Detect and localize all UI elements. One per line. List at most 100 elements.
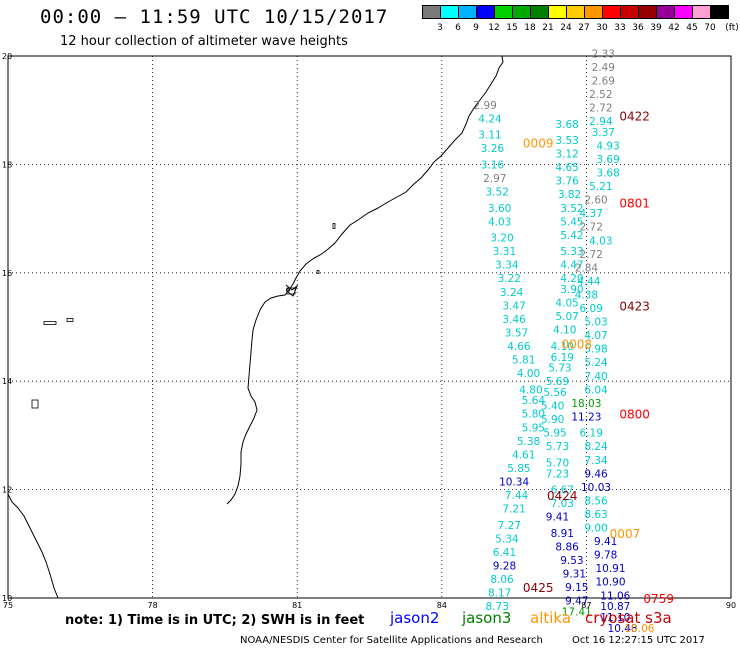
wave-height-label: 2.72 bbox=[589, 102, 612, 114]
wave-height-label: 9.47 bbox=[565, 596, 588, 608]
wave-height-label: 3.11 bbox=[478, 130, 501, 142]
credit-line: NOAA/NESDIS Center for Satellite Applica… bbox=[240, 635, 543, 646]
wave-height-label: 10.06 bbox=[624, 623, 654, 635]
wave-height-label: 10.34 bbox=[499, 476, 529, 488]
wave-height-label: 2.49 bbox=[592, 62, 615, 74]
wave-height-label: 5.45 bbox=[560, 216, 583, 228]
wave-height-label: 3.53 bbox=[555, 135, 578, 147]
island-outline bbox=[43, 321, 57, 325]
colorbar-tick-label: 24 bbox=[560, 23, 572, 33]
wave-height-label: 3.52 bbox=[486, 187, 509, 199]
wave-height-label: 7.40 bbox=[584, 371, 607, 383]
colorbar-tick-label: 36 bbox=[632, 23, 644, 33]
wave-height-label: 6.04 bbox=[584, 384, 608, 396]
wave-height-label: 3.46 bbox=[502, 314, 526, 326]
wave-height-label: 4.03 bbox=[589, 235, 612, 247]
wave-height-label: 3.57 bbox=[505, 327, 528, 339]
colorbar-tick-label: 3 bbox=[437, 23, 443, 33]
colorbar-tick-label: 30 bbox=[596, 23, 608, 33]
wave-height-label: 7.03 bbox=[551, 498, 574, 510]
wave-height-label: 8.63 bbox=[584, 509, 607, 521]
wave-height-label: 5.33 bbox=[560, 246, 583, 258]
wave-height-label: 3.68 bbox=[596, 168, 619, 180]
wave-height-label: 4.65 bbox=[555, 162, 578, 174]
footer-note: note: 1) Time is in UTC; 2) SWH is in fe… bbox=[65, 613, 365, 628]
map-grid bbox=[7, 55, 732, 599]
pass-labels: 0422 0009 0801 0423 0008 0800 0424 0007 0425 0759 bbox=[523, 110, 674, 606]
wave-height-label: 2.69 bbox=[592, 75, 615, 87]
island-outline bbox=[316, 270, 320, 274]
wave-height-label: 4.80 bbox=[519, 384, 542, 396]
wave-height-label: 5.64 bbox=[522, 395, 546, 407]
colorbar-tick-label: 42 bbox=[668, 23, 680, 33]
wave-height-label: 5.85 bbox=[507, 463, 530, 475]
lon-tick-label: 84 bbox=[437, 601, 447, 610]
wave-height-label: 9.41 bbox=[594, 536, 617, 548]
wave-height-label: 8.73 bbox=[486, 601, 509, 613]
wave-height-label: 17.41 bbox=[562, 607, 592, 619]
coastline-mainland bbox=[226, 55, 504, 505]
wave-height-label: 9.28 bbox=[493, 560, 516, 572]
colorbar-tick-label: 21 bbox=[542, 23, 554, 33]
colorbar-swatch bbox=[710, 5, 729, 19]
colorbar-tick-label: 70 bbox=[704, 23, 716, 33]
wave-height-label: 3.60 bbox=[488, 203, 511, 215]
wave-height-label: 3.16 bbox=[481, 159, 505, 171]
lat-tick-label: 14 bbox=[2, 377, 12, 386]
wave-height-label: 7.21 bbox=[502, 504, 525, 516]
wave-height-label: 8.17 bbox=[488, 588, 511, 600]
wave-height-label: 5.38 bbox=[517, 436, 540, 448]
wave-height-label: 9.53 bbox=[560, 555, 583, 567]
island-outline bbox=[286, 288, 290, 292]
wave-height-label: 3.69 bbox=[596, 154, 619, 166]
wave-height-label: 2.72 bbox=[580, 249, 603, 261]
wave-height-label: 5.73 bbox=[546, 441, 569, 453]
wave-height-label: 4.24 bbox=[478, 113, 502, 125]
wave-height-label: 10.48 bbox=[608, 623, 638, 635]
colorbar-tick-label: 39 bbox=[650, 23, 662, 33]
wave-height-label: 4.03 bbox=[488, 216, 511, 228]
wave-height-label: 3.34 bbox=[495, 260, 519, 272]
wave-height-label: 2.72 bbox=[580, 222, 603, 234]
pass-time-label: 0422 bbox=[619, 110, 650, 124]
pass-time-label: 0425 bbox=[523, 581, 554, 595]
wave-height-label: 9.78 bbox=[594, 550, 617, 562]
colorbar-tick-label: 9 bbox=[473, 23, 479, 33]
wave-height-label: 5.81 bbox=[512, 355, 535, 367]
figure-subtitle: 12 hour collection of altimeter wave hei… bbox=[60, 34, 348, 49]
wave-height-label: 5.69 bbox=[546, 376, 569, 388]
coastline-sri-lanka bbox=[7, 493, 59, 599]
wave-height-label: 4.10 bbox=[551, 341, 574, 353]
footer: note: 1) Time is in UTC; 2) SWH is in fe… bbox=[0, 609, 740, 650]
lat-tick-label: 20 bbox=[2, 52, 12, 61]
wave-height-label: 4.66 bbox=[507, 341, 531, 353]
wave-height-label: 9.46 bbox=[584, 468, 608, 480]
wave-height-label: 4.10 bbox=[553, 325, 576, 337]
wave-height-label: 8.86 bbox=[555, 542, 579, 554]
wave-height-label: 6.19 bbox=[580, 428, 603, 440]
wave-height-label: 8.06 bbox=[490, 574, 514, 586]
colorbar-tick-label: 18 bbox=[524, 23, 536, 33]
wave-height-label: 2.84 bbox=[575, 262, 599, 274]
wave-height-label: 5.98 bbox=[584, 344, 607, 356]
wave-height-label: 9.41 bbox=[546, 512, 569, 524]
lon-tick-label: 75 bbox=[3, 601, 13, 610]
wave-height-label: 5.42 bbox=[560, 230, 583, 242]
wave-height-label: 6.09 bbox=[580, 303, 603, 315]
wave-height-label: 5.95 bbox=[522, 422, 545, 434]
wave-height-label: 7.23 bbox=[546, 468, 569, 480]
legend-entry: jason3 bbox=[462, 609, 512, 627]
wave-height-label: 6.41 bbox=[493, 547, 516, 559]
wave-height-label: 8.24 bbox=[584, 441, 608, 453]
wave-height-label: 3.26 bbox=[481, 143, 505, 155]
wave-height-label: 11.10 bbox=[600, 612, 630, 624]
wave-height-label: 9.00 bbox=[584, 523, 607, 535]
wave-height-label: 8.91 bbox=[551, 528, 574, 540]
wave-height-label: 3.47 bbox=[502, 300, 525, 312]
created-timestamp: Oct 16 12:27:15 UTC 2017 bbox=[572, 635, 705, 646]
island-outline bbox=[31, 399, 39, 409]
lat-tick-label: 18 bbox=[2, 160, 12, 169]
colorbar-tick-label: 27 bbox=[578, 23, 590, 33]
wave-height-colorbar: 3 6 9 12 15 18 21 24 27 30 33 36 39 42 45 70 (ft) bbox=[422, 5, 740, 37]
